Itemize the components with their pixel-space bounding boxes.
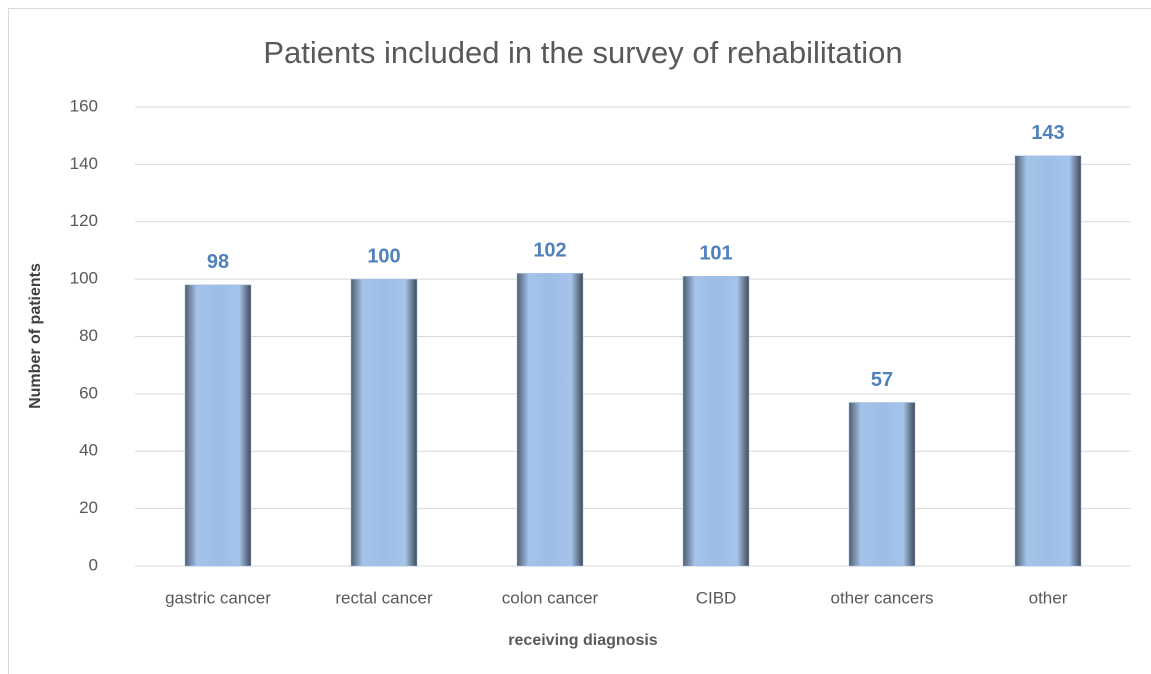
value-label: 143 bbox=[1031, 122, 1064, 144]
x-tick-label: CIBD bbox=[696, 588, 737, 607]
x-tick-label: gastric cancer bbox=[165, 588, 271, 607]
value-label: 101 bbox=[699, 243, 732, 265]
y-tick-label: 80 bbox=[79, 326, 98, 345]
y-axis-label: Number of patients bbox=[27, 263, 44, 409]
bar bbox=[184, 284, 252, 567]
y-tick-label: 160 bbox=[70, 96, 98, 115]
y-tick-label: 60 bbox=[79, 383, 98, 402]
bar bbox=[516, 273, 584, 567]
value-label: 100 bbox=[367, 245, 400, 267]
y-tick-label: 0 bbox=[89, 555, 98, 574]
value-label: 98 bbox=[207, 251, 229, 273]
bar bbox=[682, 276, 750, 567]
x-tick-label: colon cancer bbox=[502, 588, 599, 607]
x-axis-label: receiving diagnosis bbox=[508, 632, 657, 649]
bar bbox=[848, 402, 916, 567]
y-tick-label: 120 bbox=[70, 211, 98, 230]
value-label: 102 bbox=[533, 240, 566, 262]
bar bbox=[350, 278, 418, 567]
y-tick-label: 100 bbox=[70, 269, 98, 288]
chart-title: Patients included in the survey of rehab… bbox=[263, 35, 902, 70]
chart-border bbox=[8, 8, 1151, 674]
x-tick-label: other cancers bbox=[831, 588, 934, 607]
x-tick-label: rectal cancer bbox=[335, 588, 433, 607]
y-tick-label: 20 bbox=[79, 498, 98, 517]
bar bbox=[1014, 155, 1082, 567]
value-label: 57 bbox=[871, 369, 893, 391]
x-tick-label: other bbox=[1029, 588, 1068, 607]
y-tick-label: 40 bbox=[79, 441, 98, 460]
y-tick-label: 140 bbox=[70, 154, 98, 173]
